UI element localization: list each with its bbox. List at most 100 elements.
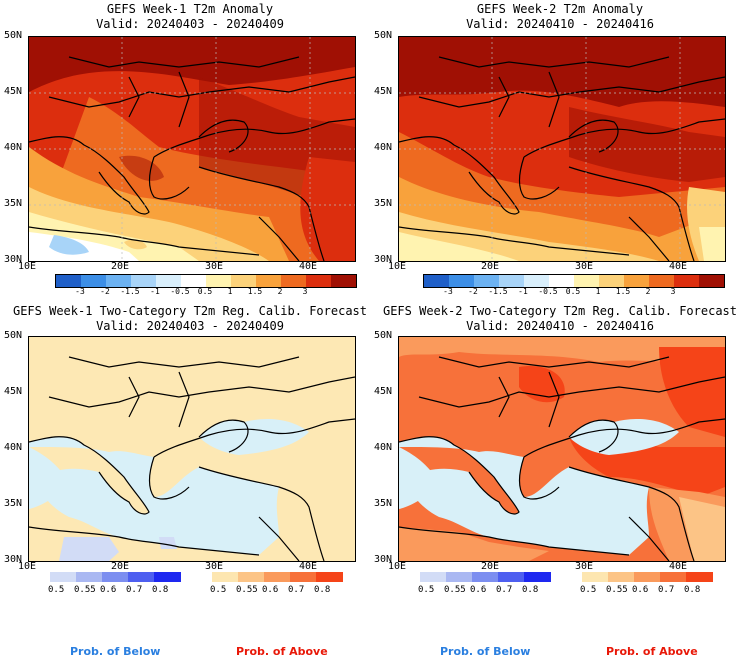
lat-label: 30N	[374, 254, 393, 265]
lat-label: 45N	[374, 386, 393, 397]
prob-colorbar-tick-label: 0.55	[444, 585, 466, 595]
lat-label: 50N	[4, 30, 23, 41]
colorbar-swatch	[281, 275, 307, 287]
prob-colorbar-tick-label: 0.5	[210, 585, 227, 595]
lat-label: 50N	[4, 330, 23, 341]
prob-colorbar-tick-label: 0.7	[658, 585, 675, 595]
lat-label: 30N	[374, 554, 393, 565]
panel1-title-line2: Valid: 20240403 - 20240409	[96, 17, 284, 31]
colorbar-tick-label: -2	[100, 287, 110, 296]
prob-colorbar-tick-label: 0.7	[496, 585, 513, 595]
prob-colorbar-swatch	[154, 572, 181, 582]
prob-colorbar-tick-label: 0.5	[580, 585, 597, 595]
panel4-title-line2: Valid: 20240410 - 20240416	[466, 319, 654, 333]
lon-label: 30E	[205, 261, 224, 272]
colorbar-tick-label: 1.5	[615, 287, 631, 296]
prob-colorbar-swatch	[524, 572, 551, 582]
colorbar-tick-label: -3	[75, 287, 85, 296]
colorbar-swatch	[474, 275, 500, 287]
lon-label: 40E	[299, 561, 318, 572]
colorbar-swatch	[256, 275, 282, 287]
colorbar-tick-label: -2	[468, 287, 478, 296]
prob-colorbar-tick-label: 0.6	[100, 585, 117, 595]
lat-label: 45N	[374, 86, 393, 97]
prob-colorbar-tick-label: 0.5	[48, 585, 65, 595]
colorbar-tick-label: 1.5	[247, 287, 263, 296]
colorbar-swatch	[156, 275, 182, 287]
colorbar-swatch	[231, 275, 257, 287]
panel2-title-line2: Valid: 20240410 - 20240416	[466, 17, 654, 31]
lon-label: 20E	[481, 561, 500, 572]
colorbar-swatch	[131, 275, 157, 287]
lon-label: 10E	[18, 261, 37, 272]
colorbar-swatch	[449, 275, 475, 287]
lon-label: 20E	[111, 261, 130, 272]
colorbar-tick-label: -1	[518, 287, 528, 296]
lon-label: 30E	[205, 561, 224, 572]
prob-colorbar-swatch	[446, 572, 473, 582]
colorbar-tick-label: 3	[670, 287, 676, 296]
lat-label: 40N	[374, 442, 393, 453]
prob-colorbar-swatch	[608, 572, 635, 582]
prob-colorbar-tick-label: 0.7	[288, 585, 305, 595]
panel1-title-line1: GEFS Week-1 T2m Anomaly	[106, 2, 274, 16]
prob-colorbar-swatch	[686, 572, 713, 582]
colorbar-tick-label: 0.5	[565, 287, 581, 296]
colorbar-swatch	[306, 275, 332, 287]
prob-colorbar-tick-label: 0.55	[236, 585, 258, 595]
map-week1-anomaly	[28, 36, 356, 262]
colorbar-tick-label: -1.5	[120, 287, 140, 296]
prob-colorbar-swatch	[660, 572, 687, 582]
prob-colorbar-swatch	[76, 572, 103, 582]
lat-label: 50N	[374, 30, 393, 41]
colorbar-tick-label: -0.5	[538, 287, 558, 296]
colorbar-tick-label: -1.5	[488, 287, 508, 296]
colorbar-tick-label: 2	[645, 287, 651, 296]
colorbar-swatch	[549, 275, 575, 287]
map-week2-probability	[398, 336, 726, 562]
prob-below-colorbar-week2	[420, 572, 551, 582]
panel1-title: GEFS Week-1 T2m Anomaly Valid: 20240403 …	[5, 2, 375, 32]
prob-colorbar-tick-label: 0.5	[418, 585, 435, 595]
lat-label: 40N	[4, 442, 23, 453]
colorbar-swatch	[649, 275, 675, 287]
lon-label: 30E	[575, 261, 594, 272]
prob-above-colorbar-week1	[212, 572, 343, 582]
anomaly-colorbar-week2	[423, 274, 725, 288]
colorbar-tick-label: 0.5	[197, 287, 213, 296]
anomaly-colorbar-week1	[55, 274, 357, 288]
colorbar-swatch	[424, 275, 450, 287]
lon-label: 30E	[575, 561, 594, 572]
colorbar-swatch	[499, 275, 525, 287]
lat-label: 50N	[374, 330, 393, 341]
panel3-title-line1: GEFS Week-1 Two-Category T2m Reg. Calib.…	[12, 304, 367, 318]
colorbar-swatch	[624, 275, 650, 287]
colorbar-swatch	[699, 275, 725, 287]
colorbar-swatch	[56, 275, 82, 287]
colorbar-swatch	[574, 275, 600, 287]
lon-label: 10E	[18, 561, 37, 572]
colorbar-swatch	[524, 275, 550, 287]
legend-prob-above-week2: Prob. of Above	[606, 645, 698, 658]
colorbar-tick-label: -3	[443, 287, 453, 296]
legend-prob-below-week1: Prob. of Below	[70, 645, 161, 658]
colorbar-tick-label: -0.5	[170, 287, 190, 296]
colorbar-swatch	[181, 275, 207, 287]
prob-colorbar-swatch	[264, 572, 291, 582]
prob-colorbar-swatch	[420, 572, 447, 582]
lat-label: 40N	[374, 142, 393, 153]
lon-label: 40E	[669, 261, 688, 272]
prob-colorbar-swatch	[50, 572, 77, 582]
prob-colorbar-tick-label: 0.8	[522, 585, 539, 595]
colorbar-swatch	[106, 275, 132, 287]
lat-label: 45N	[4, 86, 23, 97]
prob-colorbar-tick-label: 0.6	[262, 585, 279, 595]
prob-colorbar-tick-label: 0.55	[74, 585, 96, 595]
prob-colorbar-swatch	[316, 572, 343, 582]
prob-colorbar-tick-label: 0.8	[152, 585, 169, 595]
lon-label: 40E	[669, 561, 688, 572]
lat-label: 30N	[4, 254, 23, 265]
prob-colorbar-swatch	[128, 572, 155, 582]
lat-label: 35N	[374, 198, 393, 209]
lon-label: 40E	[299, 261, 318, 272]
